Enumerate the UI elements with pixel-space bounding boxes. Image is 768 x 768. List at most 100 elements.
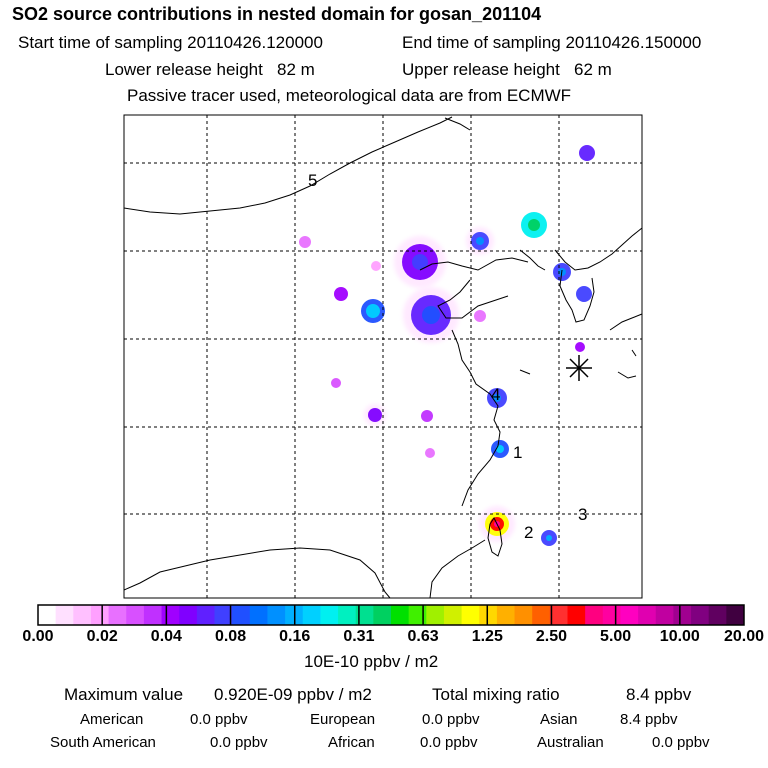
colorbar-cell (479, 605, 498, 625)
plume-cell (576, 286, 592, 302)
colorbar-cell (108, 605, 127, 625)
colorbar-cell (620, 605, 639, 625)
plume-cell (299, 236, 311, 248)
colorbar-tick-label: 0.02 (86, 628, 118, 645)
plume-cell (476, 237, 484, 245)
colorbar-cell (196, 605, 215, 625)
source-value: 0.0 ppbv (420, 734, 478, 751)
source-name: American (80, 711, 144, 728)
colorbar-cell (443, 605, 463, 625)
colorbar-cell (355, 605, 374, 625)
colorbar-tick-label: 0.31 (343, 628, 375, 645)
colorbar-cell (691, 605, 710, 625)
colorbar-cell (267, 605, 286, 625)
colorbar-cell (126, 605, 145, 625)
colorbar-cell (602, 605, 621, 625)
source-value: 0.0 ppbv (210, 734, 268, 751)
plume-cell (546, 535, 552, 541)
plume-cell (331, 378, 341, 388)
colorbar-tick-label: 0.04 (150, 628, 182, 645)
receptor-marker (566, 355, 592, 381)
colorbar-cell (320, 605, 339, 625)
source-marker-label: 4 (491, 385, 500, 404)
colorbar-cell (655, 605, 674, 625)
chart-title: SO2 source contributions in nested domai… (12, 4, 542, 24)
source-value: 0.0 ppbv (190, 711, 248, 728)
plume-cell (425, 448, 435, 458)
concentration-field (299, 145, 595, 546)
colorbar-cell (726, 605, 745, 625)
colorbar-cell (90, 605, 110, 625)
colorbar-cell (214, 605, 233, 625)
max-value: 0.920E-09 ppbv / m2 (214, 685, 372, 704)
colorbar-cell (549, 605, 568, 625)
colorbar-cell (461, 605, 480, 625)
source-name: African (328, 734, 375, 751)
colorbar-cell (585, 605, 604, 625)
gridlines (124, 115, 642, 598)
colorbar-cell (673, 605, 692, 625)
source-name: European (310, 711, 376, 728)
plume-cell (575, 342, 585, 352)
plume-cell (579, 145, 595, 161)
colorbar-cell (55, 605, 74, 625)
plume-cell (421, 410, 433, 422)
colorbar-cell (373, 605, 392, 625)
max-value-label: Maximum value (64, 685, 184, 704)
colorbar-cell (408, 605, 427, 625)
colorbar-cell (232, 605, 251, 625)
plume-cell (334, 287, 348, 301)
colorbar-cell (708, 605, 727, 625)
plume-cell (422, 306, 440, 324)
colorbar-cell (567, 605, 586, 625)
colorbar-tick-label: 0.00 (22, 628, 54, 645)
source-marker-label: 5 (308, 171, 317, 190)
colorbar-cell (38, 605, 57, 625)
colorbar-cell (391, 605, 410, 625)
tracer-note: Passive tracer used, meteorological data… (127, 86, 572, 105)
colorbar-tick-label: 5.00 (600, 628, 632, 645)
total-mixing-value: 8.4 ppbv (626, 685, 692, 704)
plume-cell (528, 219, 540, 231)
colorbar-cell (514, 605, 533, 625)
plume-cell (368, 408, 382, 422)
source-value: 0.0 ppbv (652, 734, 710, 751)
lower-release-height: Lower release height 82 m (105, 60, 315, 79)
colorbar-cell (179, 605, 198, 625)
source-name: South American (50, 734, 156, 751)
source-marker-label: 1 (513, 443, 522, 462)
source-value: 0.0 ppbv (422, 711, 480, 728)
colorbar-cell (426, 605, 445, 625)
plume-cell (412, 254, 428, 270)
source-marker-label: 3 (578, 505, 587, 524)
colorbar-cell (638, 605, 657, 625)
source-name: Australian (537, 734, 604, 751)
colorbar-cell (496, 605, 516, 625)
colorbar-tick-label: 20.00 (723, 628, 765, 645)
colorbar-cell (302, 605, 321, 625)
total-mixing-label: Total mixing ratio (432, 685, 560, 704)
source-name: Asian (540, 711, 578, 728)
colorbar-cell (249, 605, 268, 625)
colorbar-tick-label: 10.00 (659, 628, 700, 645)
coastline (123, 116, 643, 599)
colorbar-unit: 10E-10 ppbv / m2 (304, 652, 439, 671)
colorbar-tick-label: 0.63 (407, 628, 439, 645)
colorbar-cell (143, 605, 163, 625)
end-time: End time of sampling 20110426.150000 (402, 33, 702, 52)
source-value: 8.4 ppbv (620, 711, 678, 728)
plume-cell (474, 310, 486, 322)
colorbar-tick-label: 2.50 (535, 628, 568, 645)
plume-cell (493, 394, 501, 402)
source-marker-label: 2 (524, 523, 533, 542)
colorbar-tick-label: 0.08 (214, 628, 247, 645)
colorbar-cell (161, 605, 180, 625)
plume-cell (366, 304, 380, 318)
start-time: Start time of sampling 20110426.120000 (18, 33, 323, 52)
plume-cell (371, 261, 381, 271)
colorbar-cell (73, 605, 92, 625)
colorbar-tick-label: 0.16 (279, 628, 311, 645)
colorbar-cell (532, 605, 551, 625)
